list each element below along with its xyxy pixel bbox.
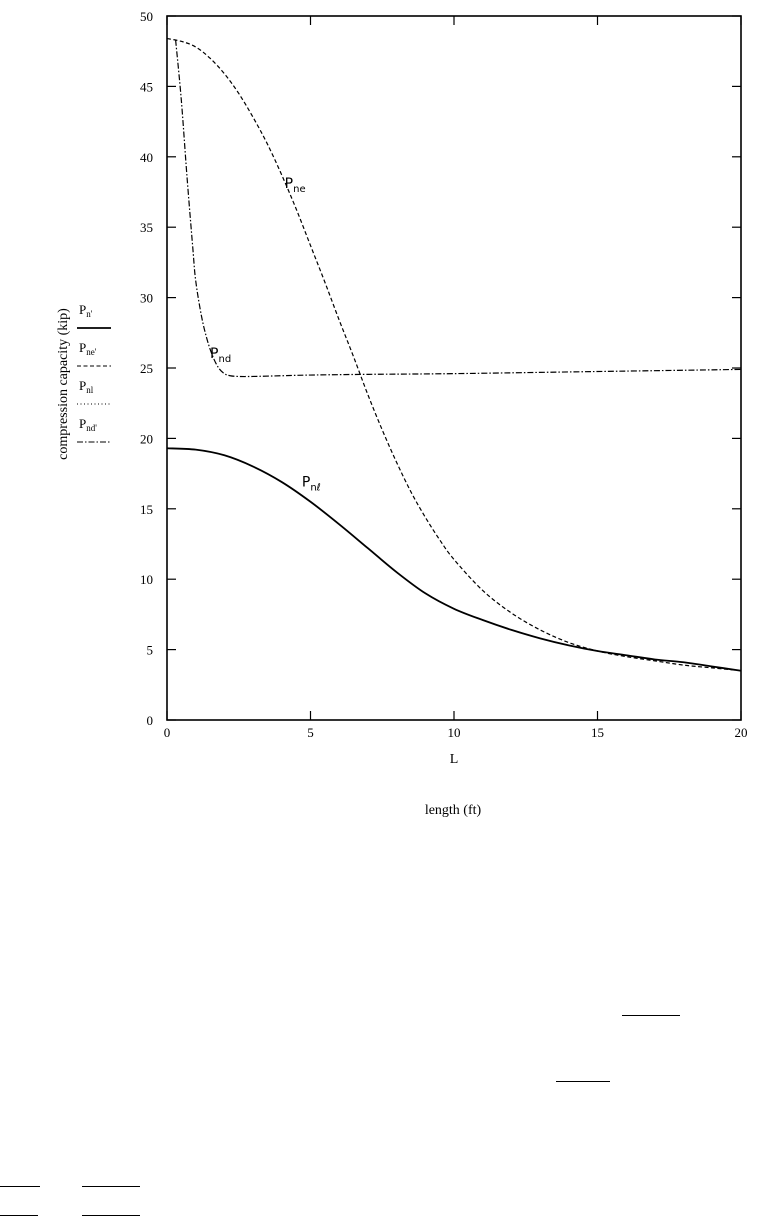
y-tick-label: 25 xyxy=(140,361,153,376)
rule-4 xyxy=(82,1186,140,1187)
plot-frame xyxy=(166,15,742,721)
y-tick-label: 5 xyxy=(147,643,154,658)
rule-5 xyxy=(0,1215,38,1216)
series-line-Pnl xyxy=(166,447,742,672)
curve-label-Pnl: Pnℓ xyxy=(302,474,321,493)
y-tick-label: 45 xyxy=(140,79,153,94)
rule-3 xyxy=(0,1186,40,1187)
y-tick-label: 0 xyxy=(147,713,154,728)
x-tick-label: 10 xyxy=(448,725,461,740)
legend-label: Pnd' xyxy=(79,416,97,433)
x-tick-label: 5 xyxy=(307,725,314,740)
x-tick-label: 15 xyxy=(591,725,604,740)
y-tick-label: 20 xyxy=(140,431,153,446)
x-axis-units-label: length (ft) xyxy=(425,803,482,818)
curve-label-Pne: Pne xyxy=(285,176,306,195)
rule-6 xyxy=(82,1215,140,1216)
y-tick-label: 15 xyxy=(140,502,153,517)
y-tick-label: 30 xyxy=(140,291,153,306)
legend-label: Pnl xyxy=(79,378,94,395)
x-tick-label: 0 xyxy=(164,725,171,740)
y-axis-label: compression capacity (kip) xyxy=(56,308,71,460)
x-tick-label: 20 xyxy=(735,725,748,740)
rule-2 xyxy=(556,1081,610,1082)
y-tick-label: 35 xyxy=(140,220,153,235)
x-axis-label: L xyxy=(450,752,459,767)
y-tick-label: 10 xyxy=(140,572,153,587)
legend: Pn' Pne' Pnl Pnd' xyxy=(77,302,111,443)
legend-label: Pne' xyxy=(79,340,97,357)
y-tick-label: 50 xyxy=(140,9,153,24)
data-curves xyxy=(166,37,742,672)
series-line-Pne xyxy=(166,37,742,672)
rule-1 xyxy=(622,1015,680,1016)
legend-label: Pn' xyxy=(79,302,93,319)
curve-labels: Pne Pnd Pnℓ xyxy=(210,176,321,493)
axis-ticks: 0 5 10 15 20 0 5 10 15 20 25 30 35 40 45 50 xyxy=(140,9,748,740)
curve-label-Pnd: Pnd xyxy=(210,346,231,365)
series-line-Pnd xyxy=(175,39,742,378)
y-tick-label: 40 xyxy=(140,150,153,165)
